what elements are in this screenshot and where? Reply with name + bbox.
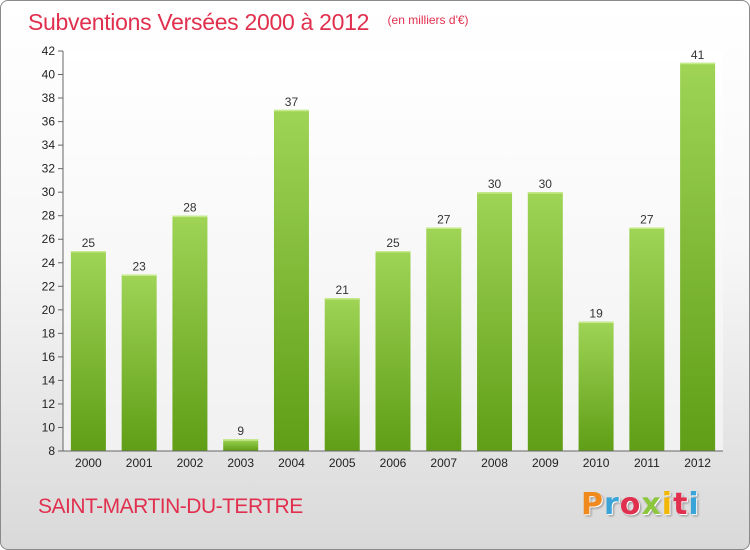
y-tick-label: 14 xyxy=(42,373,56,387)
data-label-2007: 27 xyxy=(437,212,451,226)
bar-2007[interactable] xyxy=(426,227,462,451)
bar-2003[interactable] xyxy=(223,439,259,451)
y-tick-label: 8 xyxy=(48,444,55,458)
bar-2009[interactable] xyxy=(527,192,563,452)
bar-highlight xyxy=(477,192,513,194)
chart-subtitle: (en milliers d'€) xyxy=(387,13,469,27)
x-tick-label-2008: 2008 xyxy=(481,456,508,470)
y-tick-label: 24 xyxy=(42,256,56,270)
bar-2001[interactable] xyxy=(121,274,157,451)
y-tick-label: 26 xyxy=(42,232,56,246)
y-tick-label: 42 xyxy=(42,44,56,58)
bar-2006[interactable] xyxy=(375,251,411,451)
y-tick-label: 20 xyxy=(42,303,56,317)
data-label-2006: 25 xyxy=(386,236,400,250)
bar-highlight xyxy=(629,227,665,229)
bar-2000[interactable] xyxy=(70,251,106,451)
x-tick-label-2012: 2012 xyxy=(684,456,711,470)
brand-letter: x xyxy=(641,487,662,522)
y-tick-label: 34 xyxy=(42,138,56,152)
brand-letter: i xyxy=(688,487,700,522)
data-label-2003: 9 xyxy=(237,424,244,438)
commune-name: SAINT-MARTIN-DU-TERTRE xyxy=(38,495,303,518)
brand-letter: r xyxy=(604,487,620,522)
data-label-2009: 30 xyxy=(539,177,553,191)
bar-highlight xyxy=(223,439,259,441)
y-tick-label: 12 xyxy=(42,397,56,411)
data-label-2004: 37 xyxy=(285,95,299,109)
bar-highlight xyxy=(680,62,716,65)
y-tick-label: 16 xyxy=(42,350,56,364)
brand-letter: o xyxy=(619,487,642,522)
x-tick-label-2004: 2004 xyxy=(278,456,305,470)
bar-highlight xyxy=(70,251,106,253)
x-axis: 2000 2001 2002 2003 2004 2005 2006 2007 2008 2009… xyxy=(63,450,723,470)
x-tick-label-2011: 2011 xyxy=(634,456,660,470)
y-tick-label: 40 xyxy=(42,68,56,82)
data-label-2012: 41 xyxy=(691,48,705,62)
bar-highlight xyxy=(273,109,309,112)
title-row: Subventions Versées 2000 à 2012 (en mill… xyxy=(28,9,469,36)
brand-logo[interactable]: Proxiti xyxy=(581,487,700,522)
y-tick-label: 28 xyxy=(42,209,56,223)
brand-letter: t xyxy=(673,487,689,522)
y-tick-label: 36 xyxy=(42,115,56,129)
bar-highlight xyxy=(375,251,411,253)
x-tick-label-2003: 2003 xyxy=(227,456,254,470)
y-tick-label: 22 xyxy=(42,279,56,293)
chart-title: Subventions Versées 2000 à 2012 xyxy=(28,9,370,35)
bar-highlight xyxy=(324,298,360,300)
y-tick-label: 38 xyxy=(42,91,56,105)
bar-highlight xyxy=(121,274,157,277)
x-tick-label-2000: 2000 xyxy=(75,456,102,470)
bar-2002[interactable] xyxy=(172,215,208,451)
y-tick-label: 30 xyxy=(42,185,56,199)
bar-highlight xyxy=(426,227,462,229)
y-tick-label: 18 xyxy=(42,326,56,340)
data-label-2011: 27 xyxy=(640,212,654,226)
x-tick-label-2001: 2001 xyxy=(126,456,153,470)
bar-highlight xyxy=(578,321,614,324)
bars-group: 25 23 28 9 37 21 25 27 30 30 19 27 41 xyxy=(70,48,716,452)
y-axis: 8 10 12 14 16 18 20 22 24 26 28 30 32 34 36 38 40 42 xyxy=(42,44,64,458)
y-tick-label: 10 xyxy=(42,420,56,434)
bar-2008[interactable] xyxy=(477,192,513,452)
brand-letter: P xyxy=(581,487,604,522)
data-label-2002: 28 xyxy=(183,201,197,215)
x-tick-label-2002: 2002 xyxy=(177,456,204,470)
data-label-2008: 30 xyxy=(488,177,502,191)
bar-2004[interactable] xyxy=(273,109,309,451)
bar-2011[interactable] xyxy=(629,227,665,451)
x-tick-label-2005: 2005 xyxy=(329,456,356,470)
brand-letter: i xyxy=(661,487,674,522)
y-tick-label: 32 xyxy=(42,162,56,176)
bar-2010[interactable] xyxy=(578,321,614,451)
x-tick-label-2006: 2006 xyxy=(380,456,407,470)
data-label-2005: 21 xyxy=(336,283,350,297)
x-tick-label-2007: 2007 xyxy=(430,456,457,470)
x-tick-label-2010: 2010 xyxy=(583,456,610,470)
bar-2012[interactable] xyxy=(680,62,716,451)
data-label-2010: 19 xyxy=(589,307,603,321)
data-label-2000: 25 xyxy=(82,236,96,250)
bar-2005[interactable] xyxy=(324,298,360,451)
data-label-2001: 23 xyxy=(132,260,146,274)
bar-highlight xyxy=(527,192,563,194)
x-tick-label-2009: 2009 xyxy=(532,456,559,470)
bar-highlight xyxy=(172,215,208,218)
